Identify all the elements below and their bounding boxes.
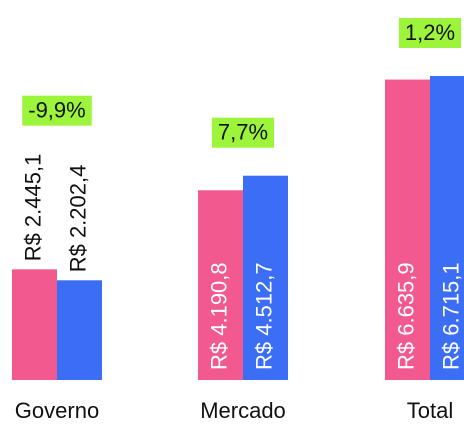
bar (243, 175, 288, 380)
value-label: R$ 6.635,9 (393, 262, 418, 370)
value-label: R$ 4.512,7 (251, 262, 276, 370)
value-label: R$ 2.445,1 (20, 154, 45, 262)
bar (198, 190, 243, 380)
bar (430, 76, 464, 380)
change-badge (211, 117, 275, 148)
change-label: -9,9% (28, 97, 85, 122)
change-badge (398, 18, 462, 48)
bar (57, 280, 102, 380)
change-label: 1,2% (405, 20, 455, 45)
x-tick-label: Total (407, 398, 453, 423)
value-label: R$ 6.715,1 (438, 262, 463, 370)
x-tick-label: Governo (15, 398, 99, 423)
change-label: 7,7% (218, 120, 268, 145)
bar (385, 79, 430, 380)
value-label: R$ 4.190,8 (206, 262, 231, 370)
x-tick-label: Mercado (200, 398, 286, 423)
value-label: R$ 2.202,4 (65, 165, 90, 273)
bar (12, 269, 57, 380)
change-badge (22, 95, 92, 126)
